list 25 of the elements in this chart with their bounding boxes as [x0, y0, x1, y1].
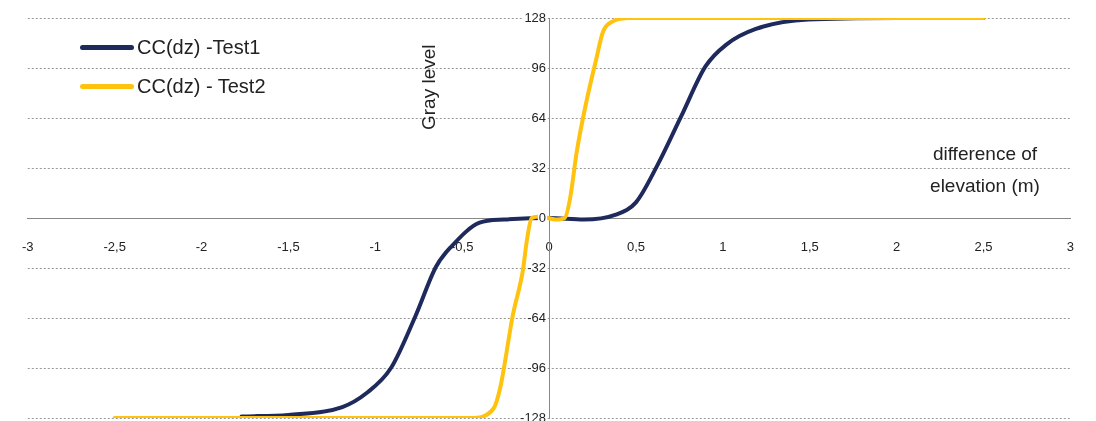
x-tick-label: 1,5	[800, 239, 819, 255]
y-tick-label: 0	[538, 209, 547, 225]
x-tick-label: 0,5	[626, 239, 646, 255]
x-axis-title: difference of elevation (m)	[929, 142, 1041, 198]
x-tick-label: -1,5	[277, 239, 300, 255]
x-tick-label: -0,5	[451, 239, 474, 255]
y-tick-label: 64	[531, 109, 547, 125]
legend-label: CC(dz) -Test1	[137, 36, 261, 59]
y-tick-label: -96	[527, 359, 547, 375]
x-tick-label: 2	[893, 239, 901, 255]
x-tick-label: 1	[719, 239, 727, 255]
x-tick-label: 2,5	[974, 239, 993, 255]
y-tick-label: -128	[520, 409, 547, 421]
x-tick-label: -2	[195, 239, 208, 255]
y-tick-label: -64	[527, 309, 547, 325]
x-tick-label: -1	[369, 239, 382, 255]
legend-label: CC(dz) - Test2	[137, 75, 266, 98]
y-tick-label: -32	[527, 259, 547, 275]
y-axis-title: Gray level	[418, 44, 440, 130]
y-tick-label: 96	[531, 59, 547, 75]
x-tick-label: -3	[22, 239, 34, 255]
x-tick-label: 3	[1066, 239, 1074, 255]
y-tick-label: 32	[531, 159, 547, 175]
y-tick-label: 128	[524, 9, 547, 25]
x-tick-label: -2,5	[103, 239, 126, 255]
